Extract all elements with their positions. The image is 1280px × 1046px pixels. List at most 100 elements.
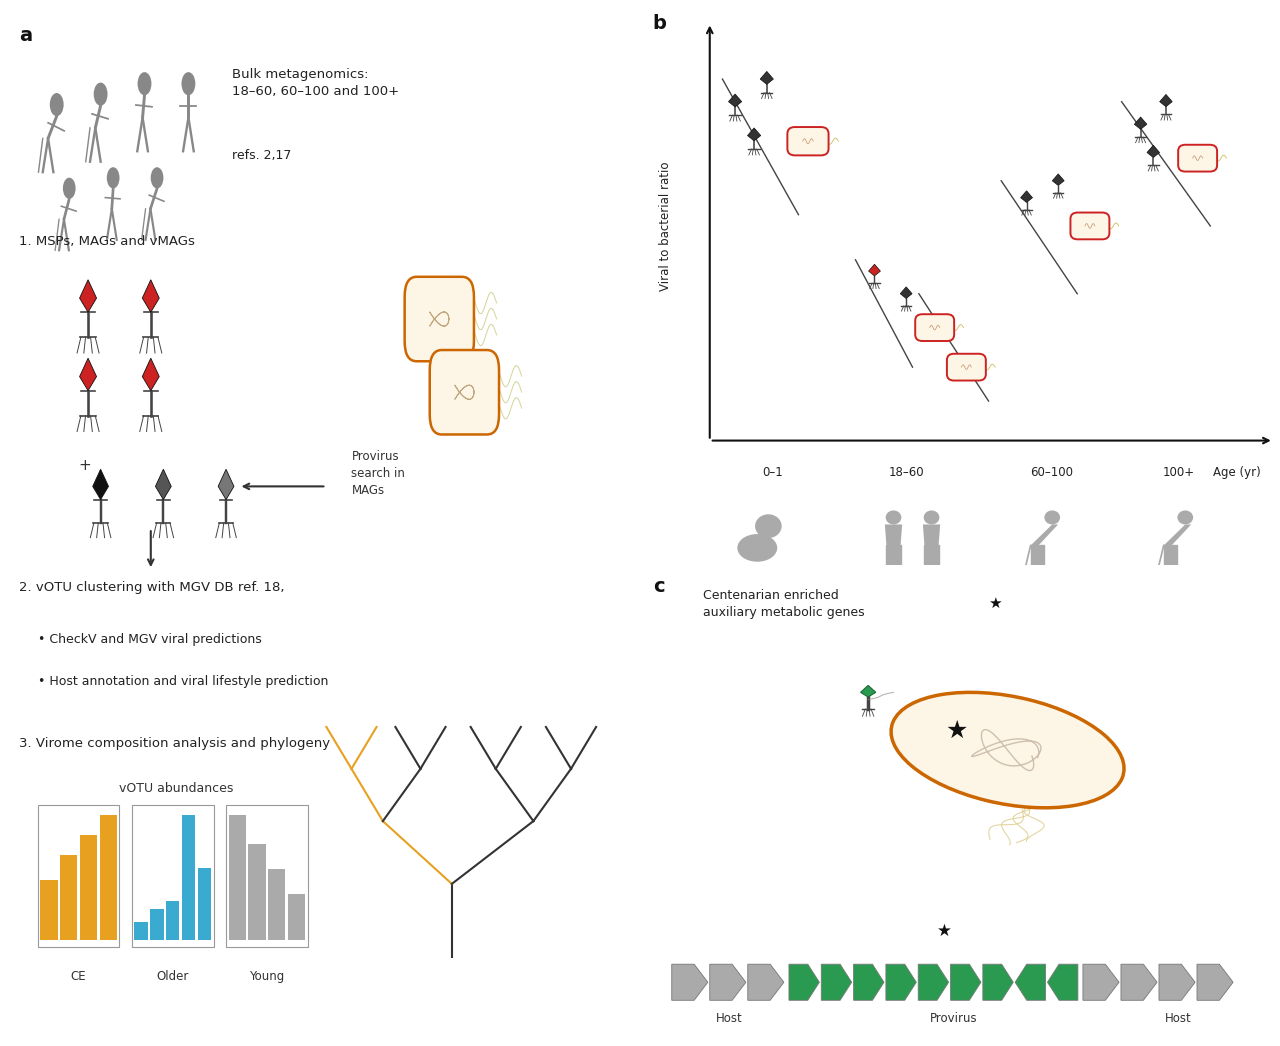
Polygon shape — [79, 358, 96, 390]
Polygon shape — [887, 545, 892, 570]
Polygon shape — [895, 545, 901, 570]
Polygon shape — [1197, 964, 1233, 1000]
Polygon shape — [900, 287, 913, 298]
Polygon shape — [983, 964, 1014, 1000]
Bar — [60, 855, 77, 939]
FancyBboxPatch shape — [1070, 212, 1110, 240]
Circle shape — [106, 167, 119, 188]
Polygon shape — [1164, 545, 1171, 570]
Ellipse shape — [891, 692, 1124, 808]
Polygon shape — [884, 524, 902, 545]
Text: 2. vOTU clustering with MGV DB ref. 18,: 2. vOTU clustering with MGV DB ref. 18, — [19, 581, 284, 593]
Circle shape — [182, 72, 196, 95]
FancyBboxPatch shape — [430, 350, 499, 434]
Text: • Host annotation and viral lifestyle prediction: • Host annotation and viral lifestyle pr… — [38, 675, 328, 687]
Text: ★: ★ — [937, 923, 951, 940]
Bar — [268, 869, 285, 939]
FancyBboxPatch shape — [787, 127, 828, 156]
Text: ★: ★ — [946, 719, 968, 743]
Circle shape — [137, 72, 151, 95]
Polygon shape — [1147, 145, 1160, 158]
Bar — [229, 815, 246, 939]
FancyBboxPatch shape — [132, 805, 214, 947]
Polygon shape — [142, 279, 159, 312]
Ellipse shape — [737, 535, 777, 562]
Polygon shape — [142, 358, 159, 390]
FancyBboxPatch shape — [227, 805, 307, 947]
Bar — [41, 881, 58, 939]
Text: a: a — [19, 26, 32, 45]
Bar — [100, 815, 116, 939]
Bar — [166, 901, 179, 939]
Bar — [288, 894, 305, 939]
Polygon shape — [748, 964, 783, 1000]
Circle shape — [63, 178, 76, 199]
Text: Age (yr): Age (yr) — [1213, 467, 1261, 479]
Circle shape — [50, 93, 64, 116]
Polygon shape — [860, 685, 876, 697]
Polygon shape — [1134, 117, 1147, 130]
Circle shape — [1178, 510, 1193, 524]
Text: CE: CE — [70, 970, 87, 982]
Circle shape — [151, 167, 164, 188]
FancyBboxPatch shape — [915, 314, 954, 341]
FancyBboxPatch shape — [1178, 144, 1217, 172]
Text: • CheckV and MGV viral predictions: • CheckV and MGV viral predictions — [38, 633, 261, 645]
Polygon shape — [1039, 545, 1044, 570]
Bar — [134, 922, 147, 939]
Polygon shape — [1015, 964, 1046, 1000]
Polygon shape — [92, 470, 109, 500]
Text: Host: Host — [1165, 1013, 1192, 1025]
Polygon shape — [788, 964, 819, 1000]
Polygon shape — [854, 964, 884, 1000]
Bar — [197, 868, 211, 939]
Polygon shape — [1020, 190, 1033, 203]
Text: refs. 2,17: refs. 2,17 — [233, 149, 292, 161]
Text: 100+: 100+ — [1162, 467, 1194, 479]
Text: vOTU abundances: vOTU abundances — [119, 782, 234, 795]
Text: +: + — [78, 458, 91, 473]
Polygon shape — [1047, 964, 1078, 1000]
Text: Viral to bacterial ratio: Viral to bacterial ratio — [659, 161, 672, 291]
Text: 18–60: 18–60 — [888, 467, 924, 479]
Text: 60–100: 60–100 — [1030, 467, 1074, 479]
Polygon shape — [79, 279, 96, 312]
Text: c: c — [653, 577, 664, 596]
Text: Bulk metagenomics:
18–60, 60–100 and 100+: Bulk metagenomics: 18–60, 60–100 and 100… — [233, 68, 399, 98]
Polygon shape — [886, 964, 916, 1000]
Text: Centenarian enriched
auxiliary metabolic genes: Centenarian enriched auxiliary metabolic… — [704, 589, 865, 619]
Polygon shape — [728, 94, 741, 107]
Polygon shape — [1083, 964, 1119, 1000]
Polygon shape — [869, 265, 881, 276]
Polygon shape — [1164, 524, 1192, 545]
Polygon shape — [155, 470, 172, 500]
Bar — [248, 843, 265, 939]
Circle shape — [924, 510, 940, 524]
Polygon shape — [822, 964, 851, 1000]
Polygon shape — [1030, 545, 1038, 570]
Polygon shape — [923, 524, 941, 545]
Bar — [150, 909, 164, 939]
Text: ★: ★ — [988, 596, 1002, 611]
Bar — [79, 835, 97, 939]
Polygon shape — [932, 545, 938, 570]
Circle shape — [93, 83, 108, 106]
Polygon shape — [951, 964, 980, 1000]
Text: Older: Older — [156, 970, 189, 982]
Polygon shape — [918, 964, 948, 1000]
Bar — [182, 815, 195, 939]
Circle shape — [886, 510, 901, 524]
FancyBboxPatch shape — [38, 805, 119, 947]
Polygon shape — [1172, 545, 1178, 570]
Polygon shape — [1160, 94, 1172, 107]
Polygon shape — [672, 964, 708, 1000]
Polygon shape — [1121, 964, 1157, 1000]
Polygon shape — [924, 545, 931, 570]
Polygon shape — [760, 71, 773, 85]
Text: Young: Young — [250, 970, 284, 982]
Polygon shape — [1052, 174, 1064, 185]
Polygon shape — [709, 964, 746, 1000]
Circle shape — [755, 515, 782, 538]
Text: Host: Host — [716, 1013, 742, 1025]
FancyBboxPatch shape — [947, 354, 986, 381]
